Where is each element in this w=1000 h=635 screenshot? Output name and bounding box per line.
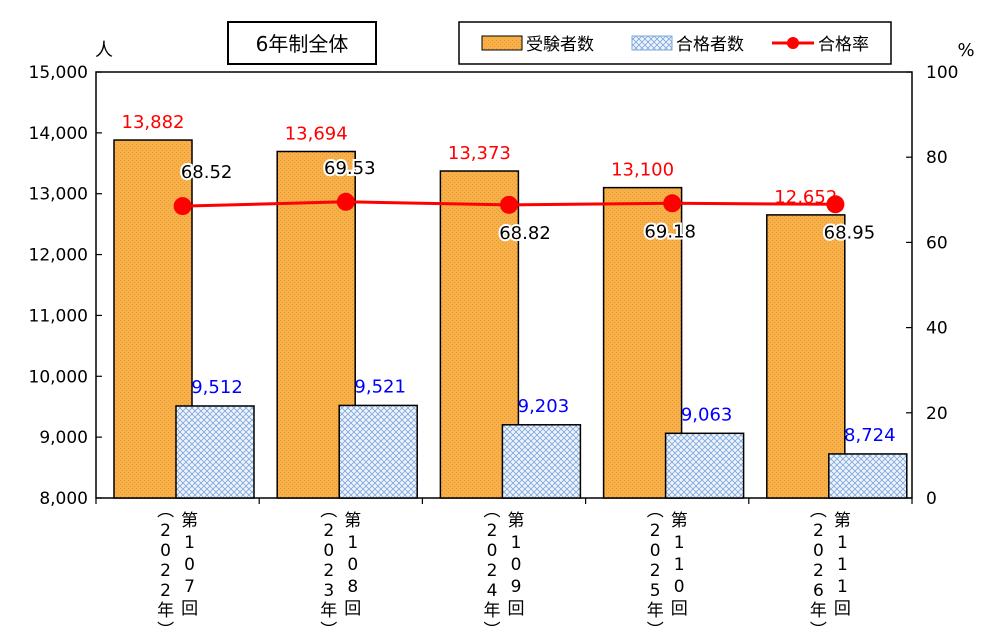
bar-passers xyxy=(338,404,418,499)
rate-point xyxy=(173,197,192,216)
title-box: 6年制全体 xyxy=(227,21,377,65)
applicants-value-label: 13,694 xyxy=(285,123,348,144)
category-year-label: ︵ 2 0 2 5 年︶ xyxy=(647,501,664,635)
rate-line xyxy=(173,192,845,216)
category-label: 第 1 1 1 回 ︵ 2 0 2 6 年︶ xyxy=(810,501,851,635)
rate-point xyxy=(663,194,682,213)
applicants-value-label: 13,373 xyxy=(448,143,511,164)
bar-passers xyxy=(828,453,908,499)
applicants-value-label: 12,652 xyxy=(774,187,837,208)
category-year-label: ︵ 2 0 2 4 年︶ xyxy=(484,501,501,635)
legend-swatch-passers xyxy=(631,35,673,51)
y-right-unit: % xyxy=(957,40,974,61)
y-left-tick-label: 8,000 xyxy=(39,489,88,509)
bar-passers xyxy=(664,432,745,499)
y-right-tick-label: 20 xyxy=(926,404,948,424)
category-year-label: ︵ 2 0 2 2 年︶ xyxy=(157,501,174,635)
y-left-tick-label: 9,000 xyxy=(39,428,88,448)
category-label: 第 1 0 8 回 ︵ 2 0 2 3 年︶ xyxy=(320,501,361,635)
rate-point xyxy=(500,195,518,214)
y-left-tick-label: 14,000 xyxy=(29,124,88,144)
passers-value-label: 9,512 xyxy=(191,377,243,398)
passers-value-label: 9,203 xyxy=(518,396,570,417)
legend: 受験者数 合格者数 合格率 xyxy=(458,21,892,65)
rate-point xyxy=(336,192,355,211)
chart-title: 6年制全体 xyxy=(256,32,349,56)
y-right-tick-label: 40 xyxy=(926,319,948,339)
bars xyxy=(113,139,908,499)
rate-value-label: 69.18 xyxy=(644,221,696,242)
y-right-tick-label: 100 xyxy=(926,63,958,83)
y-left-tick-label: 13,000 xyxy=(29,185,88,205)
rate-point xyxy=(826,195,845,214)
passers-value-label: 9,063 xyxy=(681,404,733,425)
y-left-tick-label: 15,000 xyxy=(29,63,88,83)
y-left-tick-label: 12,000 xyxy=(29,246,88,266)
passers-value-label: 9,521 xyxy=(354,376,406,397)
y-right-tick-label: 80 xyxy=(926,148,948,168)
passers-value-label: 8,724 xyxy=(844,425,896,446)
category-label: 第 1 1 0 回 ︵ 2 0 2 5 年︶ xyxy=(647,501,688,635)
bar-applicants xyxy=(766,214,846,499)
data-labels: 13,882 9,512 13,694 9,521 13,373 9,203 13,100 9… xyxy=(122,112,896,446)
y-left-tick-label: 10,000 xyxy=(29,367,88,387)
rate-value-label: 69.53 xyxy=(324,158,376,179)
legend-marker-rate xyxy=(787,37,799,49)
applicants-value-label: 13,882 xyxy=(122,112,185,133)
category-year-label: ︵ 2 0 2 6 年︶ xyxy=(810,501,827,635)
legend-label-rate: 合格率 xyxy=(818,35,869,55)
y-left-tick-label: 11,000 xyxy=(29,306,88,326)
category-label: 第 1 0 7 回 ︵ 2 0 2 2 年︶ xyxy=(157,501,198,635)
category-labels: 第 1 0 7 回 ︵ 2 0 2 2 年︶ 第 1 0 8 回 ︵ 2 0 2 3 年︶ 第 1 0 9 回 ︵ 2 0 2 4 年︶ 第 1 1 0… xyxy=(157,501,851,635)
rate-value-label: 68.52 xyxy=(181,162,233,183)
category-year-label: ︵ 2 0 2 3 年︶ xyxy=(320,501,337,635)
y-right-tick-label: 60 xyxy=(926,233,948,253)
legend-label-passers: 合格者数 xyxy=(676,35,744,55)
category-label: 第 1 0 9 回 ︵ 2 0 2 4 年︶ xyxy=(484,501,525,635)
bar-passers xyxy=(501,424,582,499)
axes: 8,000 9,000 10,000 11,000 12,000 13,000 14,000… xyxy=(29,63,959,509)
y-right-tick-label: 0 xyxy=(926,489,937,509)
applicants-value-label: 13,100 xyxy=(611,160,674,181)
bar-passers xyxy=(175,405,255,499)
rate-value-label: 68.82 xyxy=(499,223,551,244)
legend-label-applicants: 受験者数 xyxy=(526,35,594,55)
rate-value-label: 68.95 xyxy=(824,222,876,243)
y-left-unit: 人 xyxy=(95,40,113,61)
legend-swatch-applicants xyxy=(481,35,523,51)
